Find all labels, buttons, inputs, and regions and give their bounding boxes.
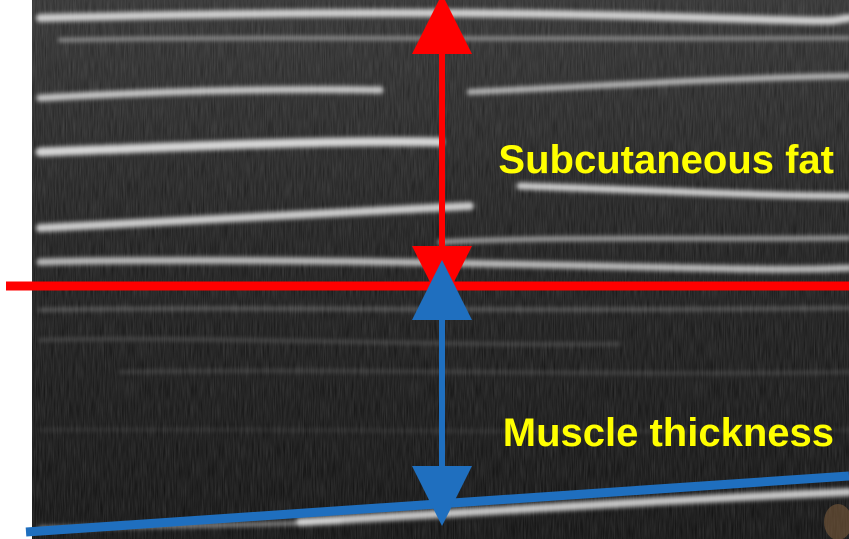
muscle-thickness-label: Muscle thickness bbox=[503, 411, 834, 455]
subcutaneous-fat-label: Subcutaneous fat bbox=[498, 138, 834, 182]
